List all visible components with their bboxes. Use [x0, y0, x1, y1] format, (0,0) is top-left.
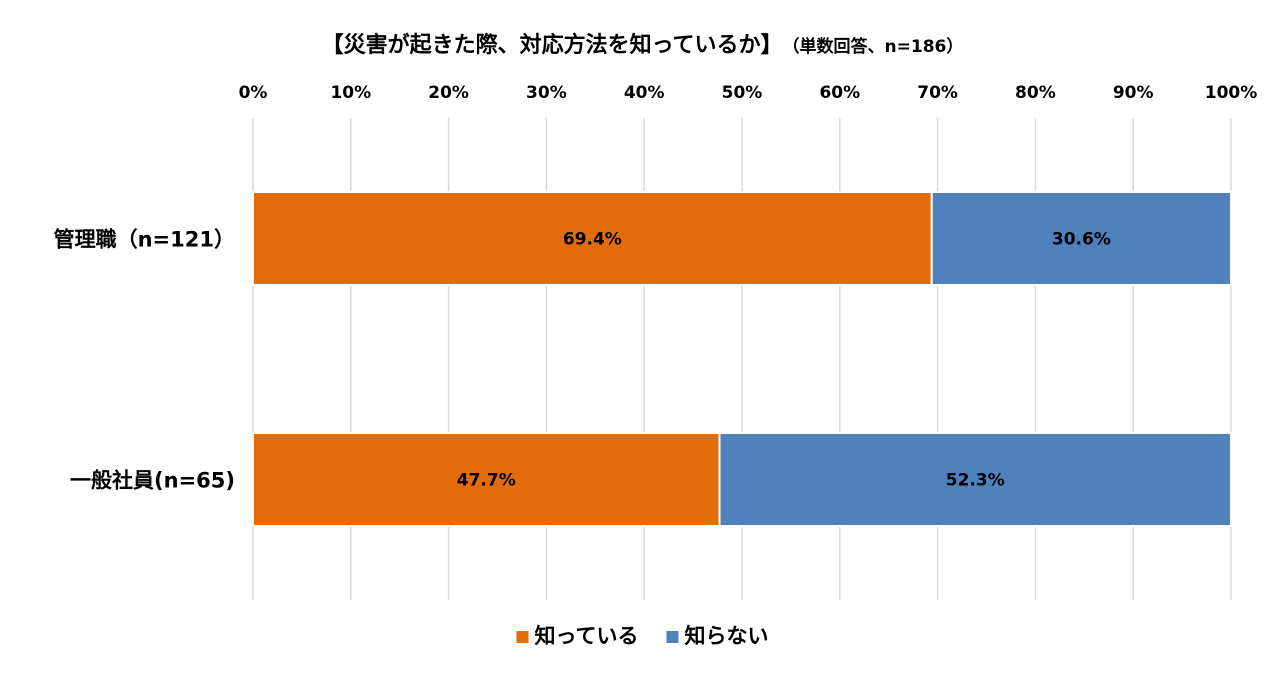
x-tick-label: 10%	[330, 83, 371, 103]
category-labels: 管理職（n=121） 一般社員(n=65)	[54, 228, 235, 493]
legend: 知っている 知らない	[516, 624, 768, 648]
x-tick-labels: 0% 10% 20% 30% 40% 50% 60% 70% 80% 90% 100%	[239, 83, 1258, 103]
legend-swatch	[516, 631, 529, 643]
legend-label: 知らない	[684, 624, 768, 648]
bar-segment	[252, 432, 721, 527]
legend-item: 知っている	[516, 624, 639, 648]
chart-title: 【災害が起きた際、対応方法を知っているか】	[322, 32, 783, 58]
x-tick-label: 50%	[722, 83, 763, 103]
x-tick-label: 90%	[1113, 83, 1154, 103]
legend-item: 知らない	[666, 624, 768, 648]
category-label: 一般社員(n=65)	[70, 469, 235, 493]
x-tick-label: 60%	[819, 83, 860, 103]
legend-label: 知っている	[535, 624, 639, 648]
title-group: 【災害が起きた際、対応方法を知っているか】 （単数回答、n=186）	[322, 32, 964, 58]
data-label: 47.7%	[457, 471, 516, 491]
data-label: 52.3%	[946, 471, 1005, 491]
x-tick-label: 70%	[917, 83, 958, 103]
x-tick-label: 20%	[428, 83, 469, 103]
bar-segment	[930, 191, 1232, 286]
bar-segment	[718, 432, 1232, 527]
x-tick-label: 40%	[624, 83, 665, 103]
gridlines	[252, 118, 1232, 600]
bars: 69.4% 30.6% 47.7% 52.3%	[252, 191, 1232, 527]
x-tick-label: 30%	[526, 83, 567, 103]
x-tick-label: 80%	[1015, 83, 1056, 103]
chart-subtitle: （単数回答、n=186）	[783, 36, 964, 57]
bar-segment	[252, 191, 933, 286]
data-label: 69.4%	[563, 230, 622, 250]
x-tick-label: 100%	[1205, 83, 1258, 103]
x-tick-label: 0%	[239, 83, 268, 103]
category-label: 管理職（n=121）	[54, 228, 235, 252]
data-label: 30.6%	[1052, 230, 1111, 250]
legend-swatch	[666, 631, 679, 643]
